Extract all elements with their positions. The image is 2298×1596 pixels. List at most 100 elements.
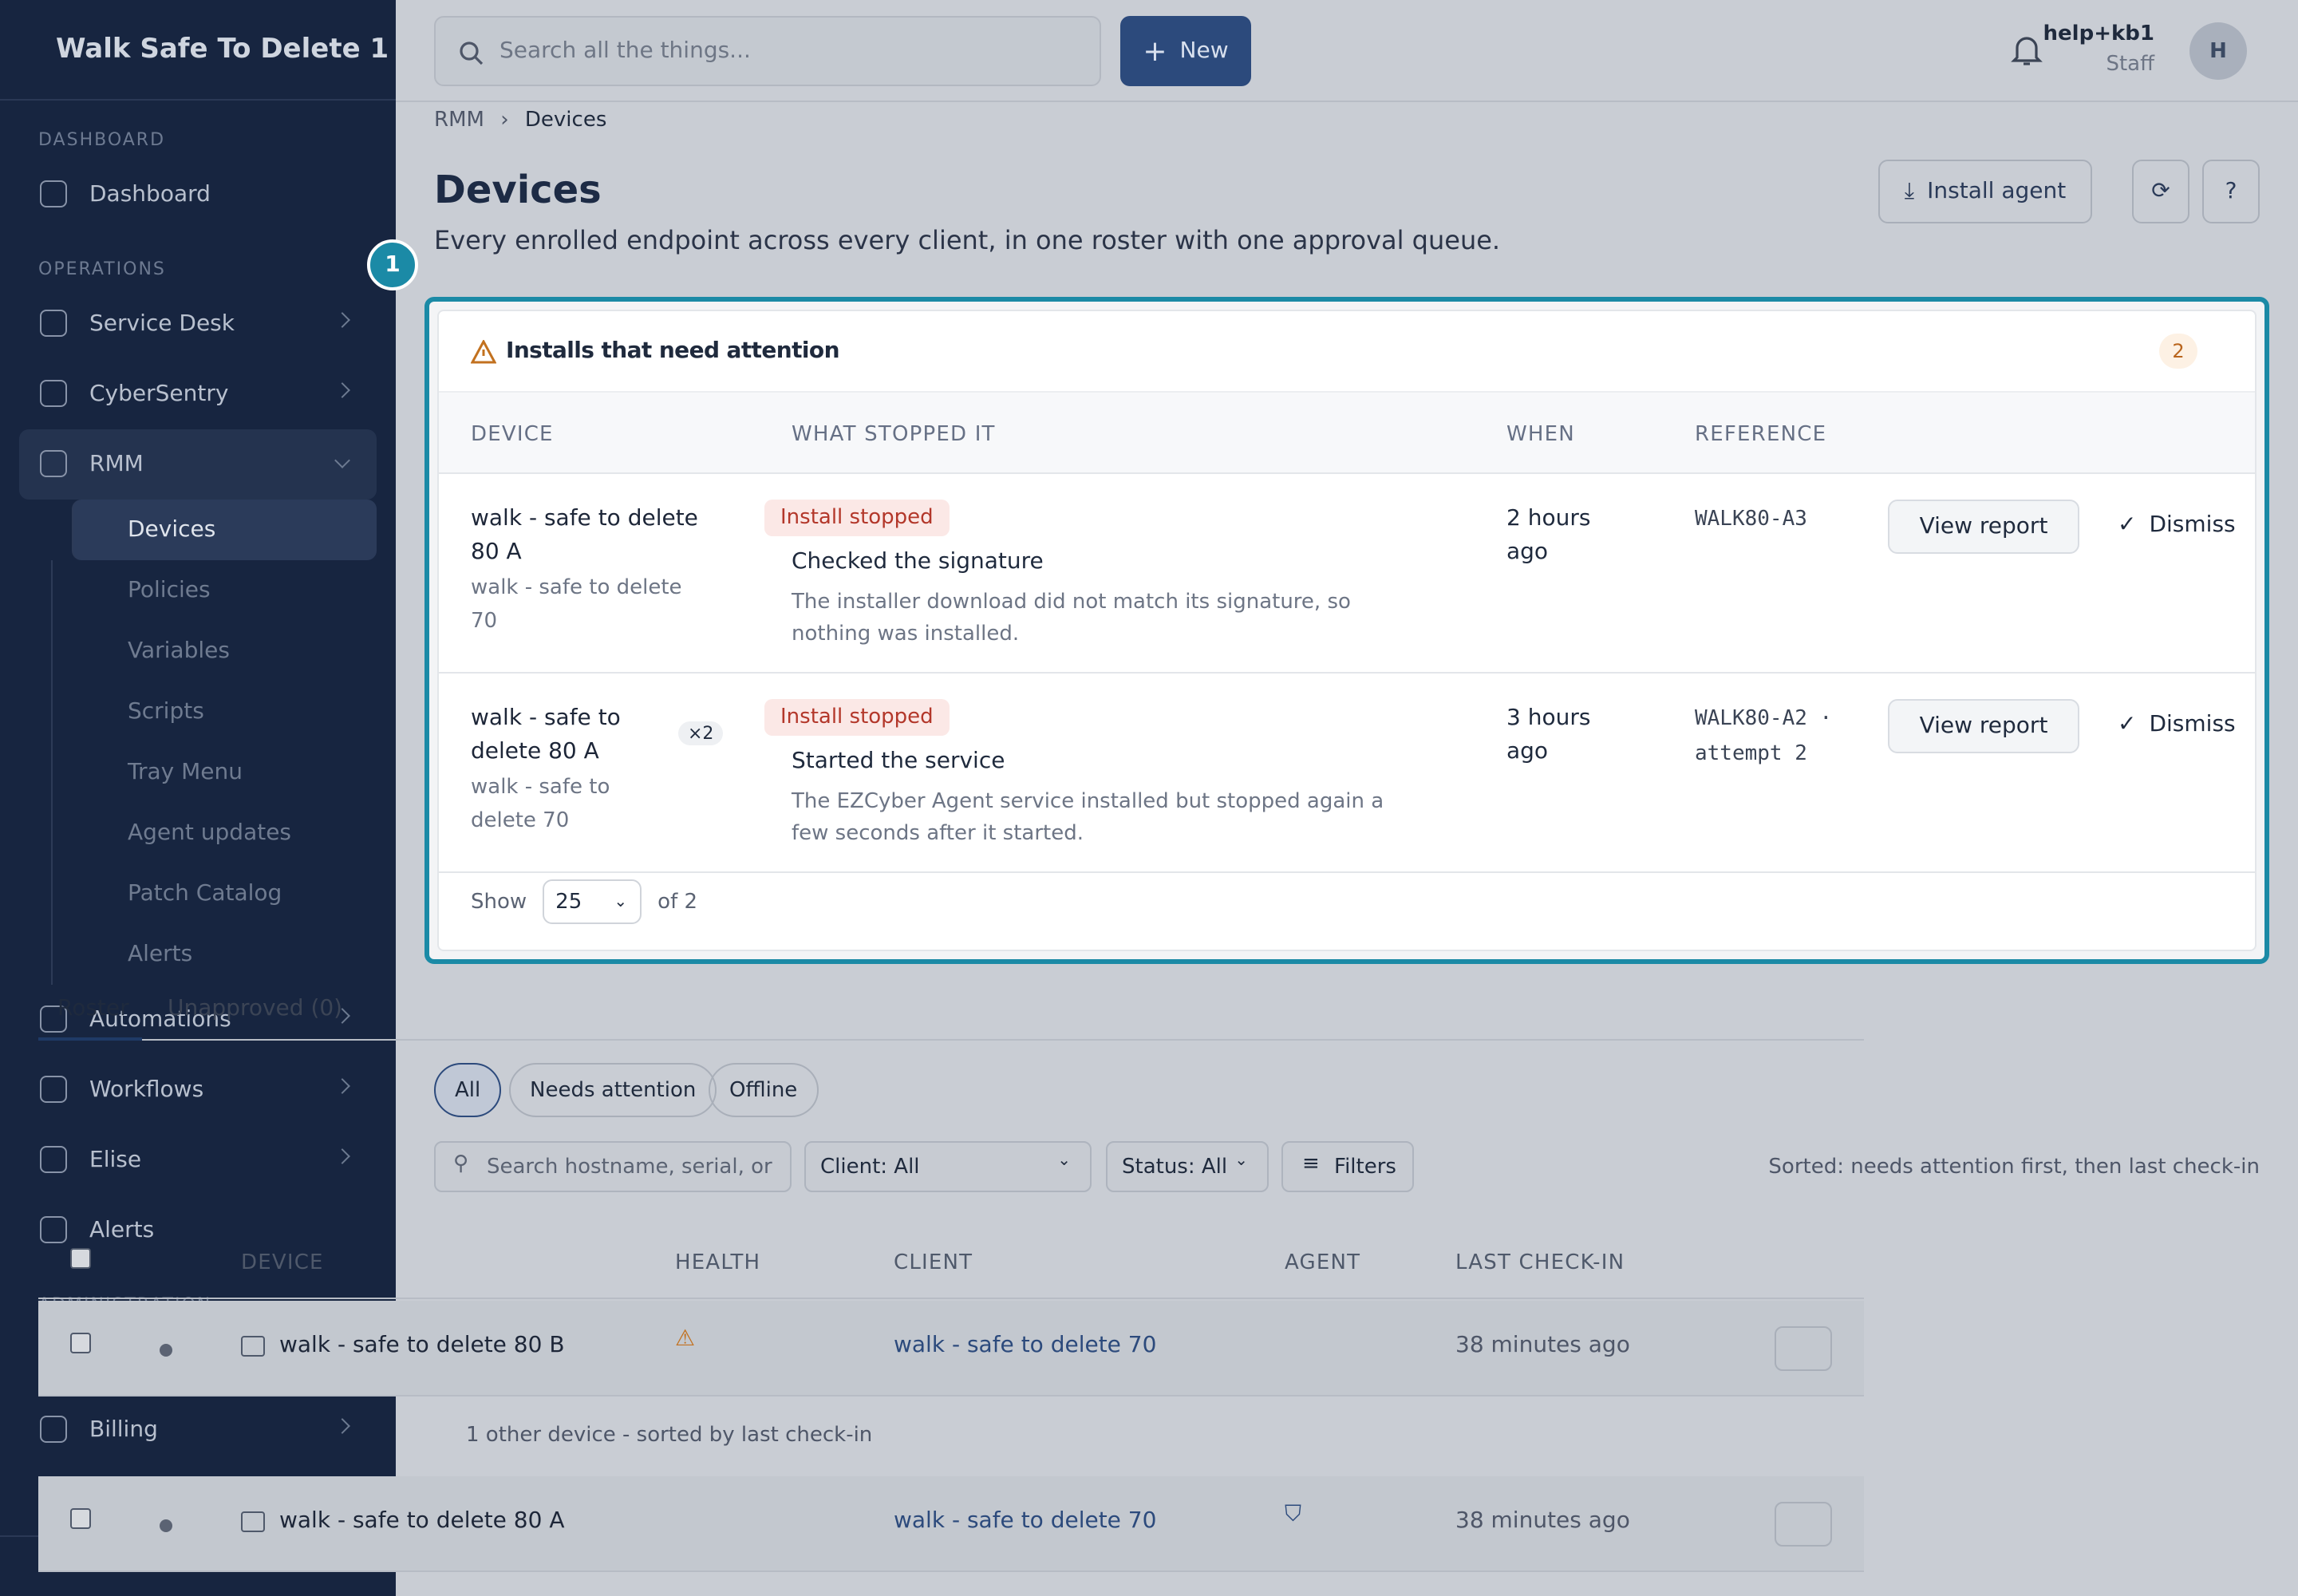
group-note: 1 other device - sorted by last check-in xyxy=(466,1424,873,1448)
status-pill: Install stopped xyxy=(764,500,950,536)
search-placeholder: Search all the things... xyxy=(499,38,751,64)
dismiss-button[interactable]: ✓ Dismiss xyxy=(2118,712,2236,737)
crumb: Devices xyxy=(524,109,607,132)
view-report-label: View report xyxy=(1919,713,2048,739)
nav-item[interactable]: Service Desk xyxy=(0,289,396,359)
device-icon xyxy=(241,1336,265,1357)
tab[interactable]: Roster xyxy=(57,996,129,1021)
column-header[interactable]: LAST CHECK-IN xyxy=(1455,1251,1625,1275)
select-all[interactable] xyxy=(70,1248,91,1269)
device-name[interactable]: walk - safe to delete 80 B xyxy=(279,1333,565,1358)
filters-button[interactable]: ≡ Filters xyxy=(1281,1141,1414,1192)
nav-item[interactable]: Workflows xyxy=(0,1055,396,1125)
install-agent-button[interactable]: ⤓ Install agent xyxy=(1878,160,2092,223)
row-menu[interactable] xyxy=(1775,1502,1832,1547)
help-button[interactable]: ? xyxy=(2202,160,2260,223)
nav-icon xyxy=(40,1416,67,1443)
tab[interactable]: Unapproved (0) xyxy=(168,996,343,1021)
nav-item[interactable]: Dashboard xyxy=(0,160,396,230)
attention-header[interactable]: Installs that need attention xyxy=(439,311,2255,391)
chevron xyxy=(334,1418,350,1434)
user-name: help+kb1 xyxy=(2043,22,2154,46)
user-info[interactable]: help+kb1 Staff xyxy=(2043,22,2154,77)
new-button[interactable]: + New xyxy=(1120,16,1251,86)
column-header[interactable]: WHAT STOPPED IT xyxy=(792,423,996,447)
page-title: Devices xyxy=(434,168,602,212)
nav-child[interactable]: Scripts xyxy=(51,681,377,742)
global-search[interactable]: Search all the things... xyxy=(434,16,1101,86)
column-header[interactable]: AGENT xyxy=(1285,1251,1361,1275)
row-checkbox[interactable] xyxy=(70,1333,91,1353)
topbar: Search all the things... + New help+kb1 St… xyxy=(396,0,2298,102)
nav-child-label: Patch Catalog xyxy=(128,881,282,907)
nav-item[interactable]: RMM xyxy=(19,429,377,500)
column-header[interactable]: DEVICE xyxy=(471,423,554,447)
plus-icon: + xyxy=(1143,34,1167,68)
client-filter[interactable]: Client: All ⌄ xyxy=(804,1141,1092,1192)
roster-search-placeholder: Search hostname, serial, or xyxy=(487,1155,772,1179)
nav-child[interactable]: Variables xyxy=(51,621,377,681)
nav-child-label: Policies xyxy=(128,578,211,603)
nav-child[interactable]: Devices xyxy=(72,500,377,560)
refresh-button[interactable]: ⟳ xyxy=(2132,160,2189,223)
last-checkin: 38 minutes ago xyxy=(1455,1333,1630,1358)
attention-row: walk - safe to delete 80 A walk - safe to… xyxy=(439,674,2255,873)
repeat-badge: ×2 xyxy=(678,721,724,745)
show-label: Show xyxy=(471,890,527,914)
attention-panel: Installs that need attention 2 DEVICE WHA… xyxy=(424,297,2269,964)
nav-label: Alerts xyxy=(89,1218,155,1243)
chip[interactable]: Offline xyxy=(709,1063,819,1117)
crumb[interactable]: RMM xyxy=(434,109,484,132)
health-warning: ⚠ xyxy=(675,1326,696,1352)
attention-title: Installs that need attention xyxy=(506,338,840,364)
nav-child-label: Devices xyxy=(128,517,216,543)
view-report-button[interactable]: View report xyxy=(1888,500,2079,554)
device-cell: walk - safe to delete 80 A walk - safe to… xyxy=(471,503,702,638)
new-label: New xyxy=(1179,38,1229,64)
nav-item[interactable]: Automations xyxy=(0,985,396,1055)
nav-child[interactable]: Policies xyxy=(51,560,377,621)
column-header[interactable]: REFERENCE xyxy=(1695,423,1827,447)
chip[interactable]: All xyxy=(434,1063,502,1117)
dismiss-button[interactable]: ✓ Dismiss xyxy=(2118,512,2236,538)
main: RMM › Devices Devices Every enrolled end… xyxy=(434,102,2260,255)
step: Started the service xyxy=(792,749,1005,774)
status-dot xyxy=(160,1344,172,1357)
device-name: walk - safe to delete 80 A xyxy=(471,506,698,565)
status-filter[interactable]: Status: All ⌄ xyxy=(1106,1141,1269,1192)
nav-item[interactable]: CyberSentry xyxy=(0,359,396,429)
page-size-value: 25 xyxy=(555,890,582,914)
client-link[interactable]: walk - safe to delete 70 xyxy=(894,1508,1157,1534)
nav-child-label: Tray Menu xyxy=(128,760,243,785)
nav-child-label: Agent updates xyxy=(128,820,292,846)
nav-item[interactable]: Billing xyxy=(0,1395,396,1465)
view-report-button[interactable]: View report xyxy=(1888,699,2079,753)
device-cell: walk - safe to delete 80 A walk - safe to… xyxy=(471,702,654,838)
tab-indicator xyxy=(38,1037,142,1041)
column-header[interactable]: WHEN xyxy=(1506,423,1575,447)
column-header[interactable]: DEVICE xyxy=(241,1251,324,1275)
row-checkbox[interactable] xyxy=(70,1508,91,1529)
nav-item[interactable]: Elise xyxy=(0,1125,396,1195)
row-menu[interactable] xyxy=(1775,1326,1832,1371)
avatar[interactable]: H xyxy=(2189,22,2247,80)
column-header[interactable]: CLIENT xyxy=(894,1251,973,1275)
nav-child-label: Alerts xyxy=(128,942,193,967)
attention-card: Installs that need attention 2 DEVICE WHA… xyxy=(437,310,2257,951)
device-name[interactable]: walk - safe to delete 80 A xyxy=(279,1508,565,1534)
nav-child[interactable]: Patch Catalog xyxy=(51,863,377,924)
nav-child[interactable]: Alerts xyxy=(51,924,377,985)
nav-icon xyxy=(40,1216,67,1243)
column-header[interactable]: HEALTH xyxy=(675,1251,761,1275)
nav-item[interactable]: Alerts xyxy=(0,1195,396,1266)
chip[interactable]: Needs attention xyxy=(509,1063,717,1117)
nav-section-label: DASHBOARD xyxy=(38,129,166,150)
nav-child[interactable]: Tray Menu xyxy=(51,742,377,803)
page-size[interactable]: 25 ⌄ xyxy=(543,879,642,924)
client-link[interactable]: walk - safe to delete 70 xyxy=(894,1333,1157,1358)
nav-child[interactable]: Agent updates xyxy=(51,803,377,863)
roster-search[interactable]: ⚲ Search hostname, serial, or xyxy=(434,1141,792,1192)
bell-icon[interactable] xyxy=(2011,34,2043,69)
search-icon xyxy=(460,41,484,65)
